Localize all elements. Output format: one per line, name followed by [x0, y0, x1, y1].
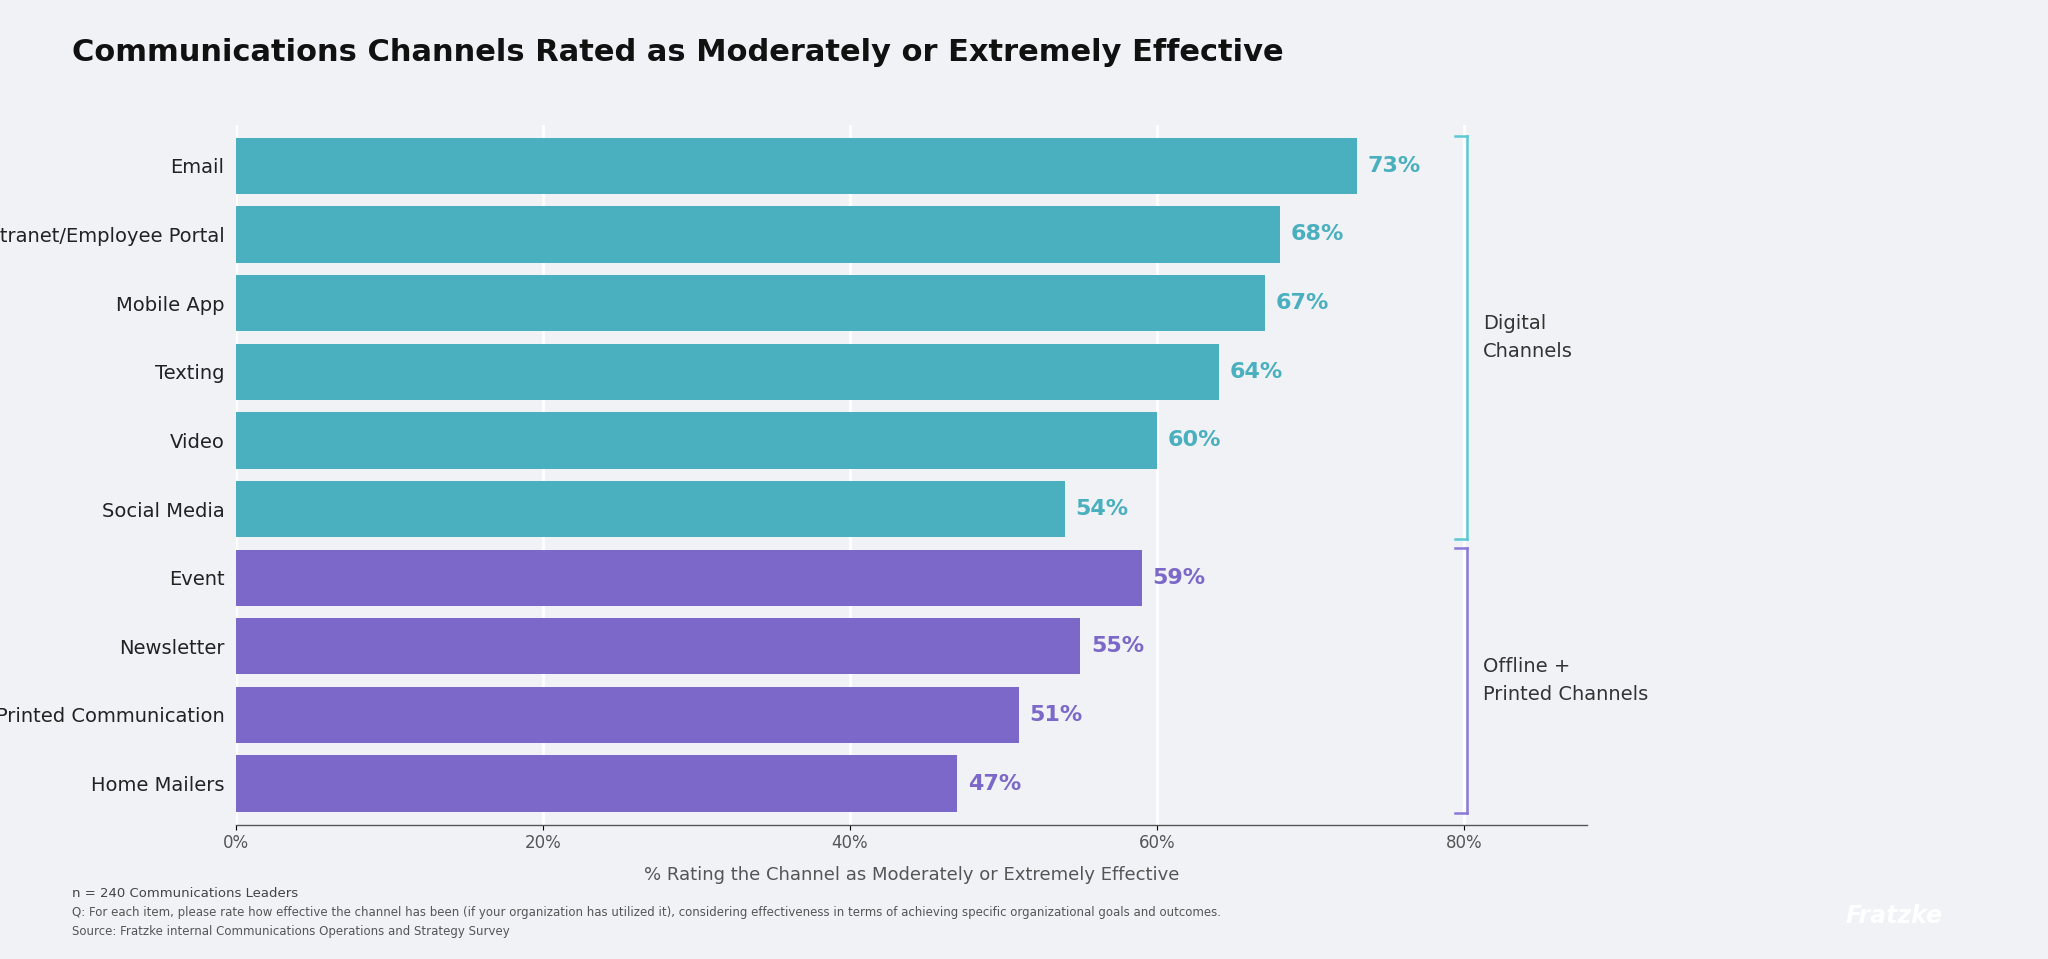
Text: 59%: 59% [1153, 568, 1206, 588]
Text: Communications Channels Rated as Moderately or Extremely Effective: Communications Channels Rated as Moderat… [72, 38, 1284, 67]
Text: 73%: 73% [1368, 156, 1421, 175]
Bar [236, 619, 1081, 674]
Text: 67%: 67% [1276, 293, 1329, 314]
Text: n = 240 Communications Leaders: n = 240 Communications Leaders [72, 887, 297, 901]
Bar [236, 206, 1280, 263]
Text: Source: Fratzke internal Communications Operations and Strategy Survey: Source: Fratzke internal Communications … [72, 925, 510, 939]
Bar [236, 343, 1219, 400]
Text: Offline +
Printed Channels: Offline + Printed Channels [1483, 657, 1649, 704]
Text: 47%: 47% [969, 774, 1022, 793]
Text: Q: For each item, please rate how effective the channel has been (if your organi: Q: For each item, please rate how effect… [72, 906, 1221, 920]
Text: 60%: 60% [1167, 431, 1221, 451]
Text: 51%: 51% [1030, 705, 1083, 725]
Text: 68%: 68% [1290, 224, 1343, 245]
Bar [236, 550, 1143, 606]
Text: Digital
Channels: Digital Channels [1483, 314, 1573, 361]
Bar [236, 412, 1157, 469]
Bar [236, 687, 1020, 743]
Text: Fratzke: Fratzke [1845, 904, 1944, 928]
Bar [236, 480, 1065, 537]
Text: 54%: 54% [1075, 499, 1128, 519]
X-axis label: % Rating the Channel as Moderately or Extremely Effective: % Rating the Channel as Moderately or Ex… [643, 866, 1180, 884]
Text: 55%: 55% [1092, 636, 1145, 656]
Text: 64%: 64% [1229, 362, 1282, 382]
Bar [236, 138, 1358, 194]
Bar [236, 756, 958, 811]
Bar [236, 275, 1266, 331]
